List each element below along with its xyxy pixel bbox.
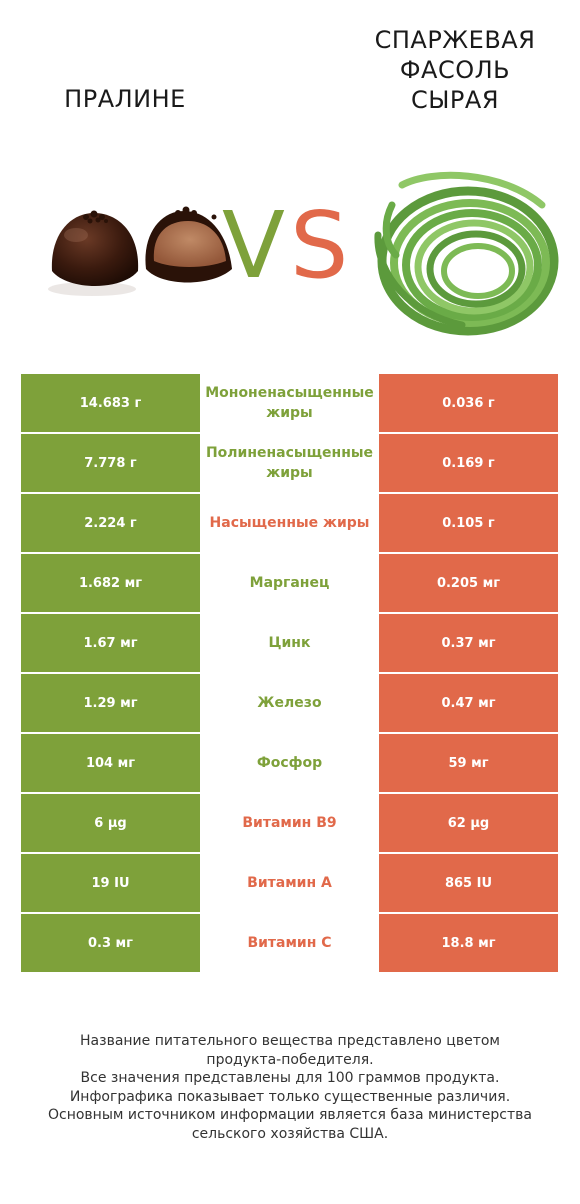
footnote-line-2: продукта-победителя. [206, 1051, 374, 1068]
left-value-cell: 0.3 мг [21, 914, 200, 972]
footnote-line-5: Основным источником информации является … [48, 1107, 532, 1123]
nutrient-label: Витамин C [247, 935, 332, 951]
nutrient-label-cell: Витамин B9 [200, 794, 379, 852]
nutrient-label-cell: Полиненасыщенные жиры [200, 434, 379, 492]
table-row: 1.67 мг Цинк 0.37 мг [21, 614, 558, 672]
nutrient-label-cell: Мононенасыщенные жиры [200, 374, 379, 432]
right-value-cell: 18.8 мг [379, 914, 558, 972]
footnote: Название питательного вещества представл… [10, 1032, 570, 1143]
right-value-cell: 0.169 г [379, 434, 558, 492]
nutrient-label: Полиненасыщенные жиры [205, 445, 374, 481]
nutrient-label: Насыщенные жиры [209, 515, 370, 531]
nutrient-label: Железо [257, 695, 322, 711]
nutrient-label-cell: Железо [200, 674, 379, 732]
footnote-line-6: сельского хозяйства США. [191, 1125, 389, 1142]
nutrient-label: Марганец [249, 575, 330, 591]
table-row: 1.682 мг Марганец 0.205 мг [21, 554, 558, 612]
left-value-cell: 104 мг [21, 734, 200, 792]
footnote-line-3: Все значения представлены для 100 граммо… [80, 1070, 500, 1086]
left-value-cell: 1.682 мг [21, 554, 200, 612]
right-value-cell: 0.37 мг [379, 614, 558, 672]
comparison-table: 14.683 г Мононенасыщенные жиры 0.036 г 7.77… [21, 374, 558, 974]
right-value-cell: 0.105 г [379, 494, 558, 552]
green-beans-image [374, 171, 559, 336]
right-product-title: СПАРЖЕВАЯ ФАСОЛЬ СЫРАЯ [340, 25, 570, 115]
nutrient-label: Витамин A [247, 875, 332, 891]
nutrient-label-cell: Марганец [200, 554, 379, 612]
left-value-cell: 7.778 г [21, 434, 200, 492]
right-title-line-1: СПАРЖЕВАЯ [374, 26, 536, 54]
left-value-cell: 6 µg [21, 794, 200, 852]
right-title-line-3: СЫРАЯ [411, 86, 499, 114]
left-value-cell: 19 IU [21, 854, 200, 912]
nutrient-label: Цинк [268, 635, 311, 651]
table-row: 1.29 мг Железо 0.47 мг [21, 674, 558, 732]
right-value-cell: 865 IU [379, 854, 558, 912]
nutrient-label-cell: Насыщенные жиры [200, 494, 379, 552]
table-row: 104 мг Фосфор 59 мг [21, 734, 558, 792]
right-value-cell: 59 мг [379, 734, 558, 792]
footnote-line-4: Инфографика показывает только существенн… [69, 1088, 511, 1105]
right-value-cell: 62 µg [379, 794, 558, 852]
nutrient-label: Витамин B9 [242, 815, 337, 831]
table-row: 7.778 г Полиненасыщенные жиры 0.169 г [21, 434, 558, 492]
table-row: 19 IU Витамин A 865 IU [21, 854, 558, 912]
nutrient-label-cell: Витамин C [200, 914, 379, 972]
nutrient-label: Мононенасыщенные жиры [205, 385, 374, 421]
nutrient-label-cell: Цинк [200, 614, 379, 672]
footnote-line-1: Название питательного вещества представл… [80, 1033, 500, 1049]
nutrient-label: Фосфор [256, 755, 323, 771]
right-value-cell: 0.47 мг [379, 674, 558, 732]
vs-letter-v: V [222, 192, 285, 299]
table-row: 0.3 мг Витамин C 18.8 мг [21, 914, 558, 972]
left-value-cell: 1.29 мг [21, 674, 200, 732]
right-value-cell: 0.205 мг [379, 554, 558, 612]
vs-letter-s: S [290, 192, 349, 299]
left-value-cell: 1.67 мг [21, 614, 200, 672]
table-row: 6 µg Витамин B9 62 µg [21, 794, 558, 852]
right-value-cell: 0.036 г [379, 374, 558, 432]
nutrient-label-cell: Витамин A [200, 854, 379, 912]
praline-image [48, 206, 232, 296]
table-row: 2.224 г Насыщенные жиры 0.105 г [21, 494, 558, 552]
table-row: 14.683 г Мононенасыщенные жиры 0.036 г [21, 374, 558, 432]
left-value-cell: 2.224 г [21, 494, 200, 552]
left-value-cell: 14.683 г [21, 374, 200, 432]
left-product-title: ПРАЛИНЕ [64, 85, 186, 113]
right-title-line-2: ФАСОЛЬ [399, 56, 511, 84]
nutrient-label-cell: Фосфор [200, 734, 379, 792]
